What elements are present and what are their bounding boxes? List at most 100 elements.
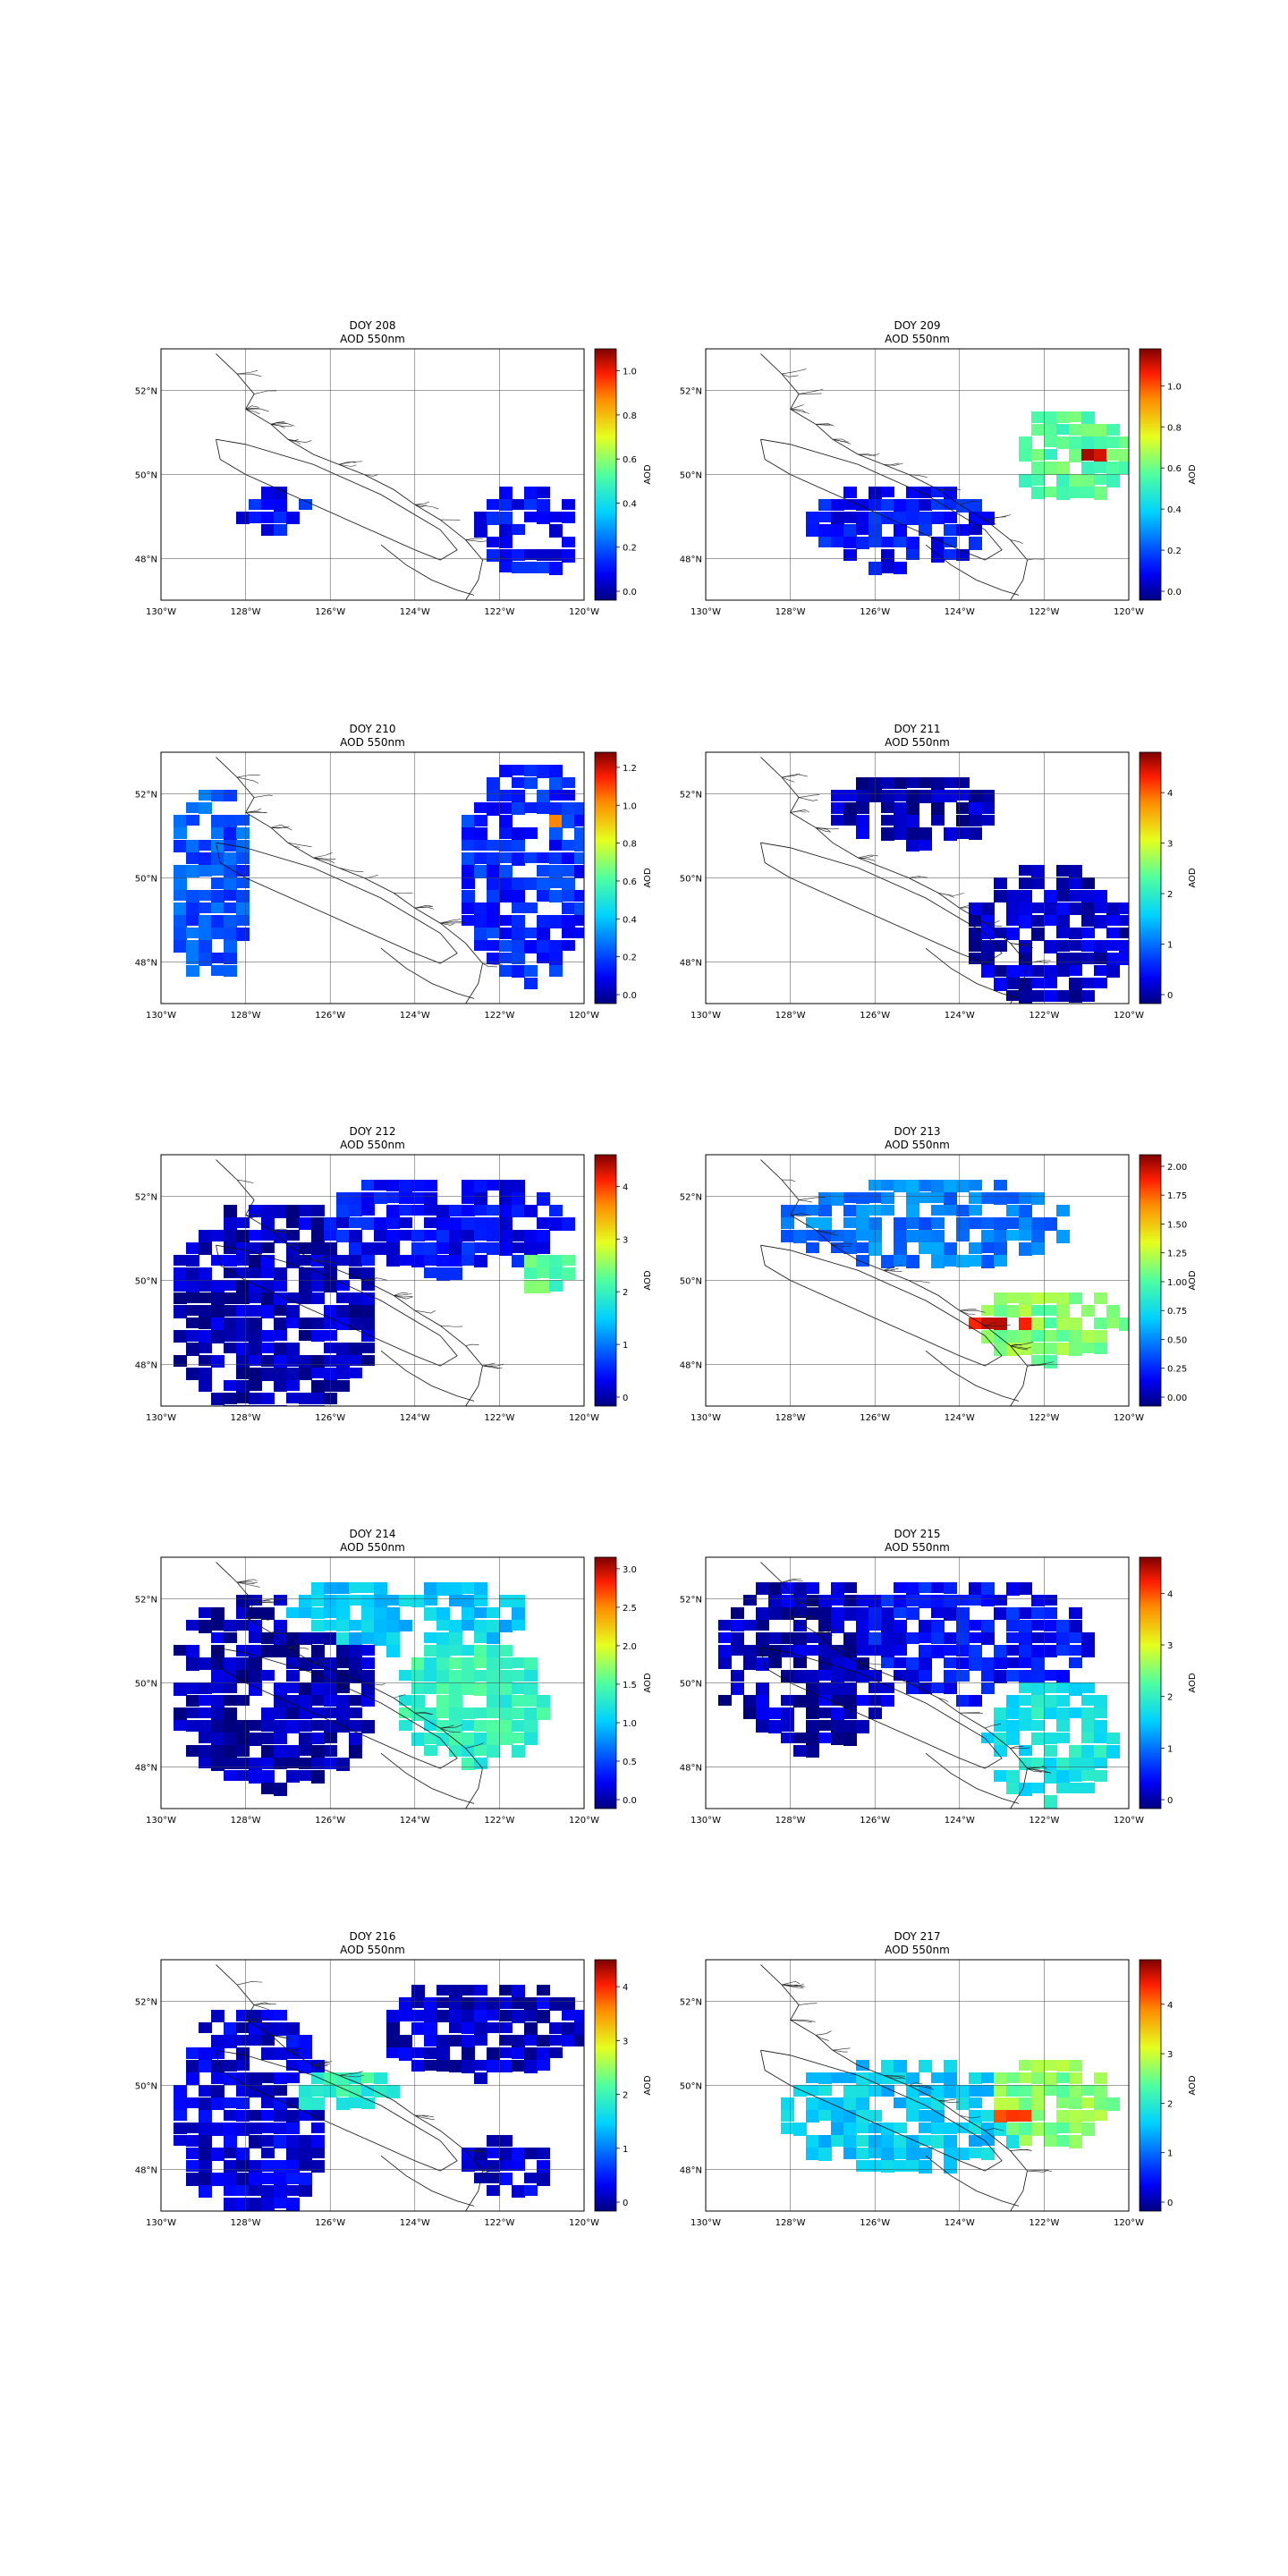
colorbar-tick-label: 0 [623, 2199, 628, 2208]
colorbar-tick-label: 1.0 [1167, 382, 1182, 392]
colorbar-tick-label: 1.0 [623, 1719, 637, 1729]
colorbar-label: AOD [1188, 2075, 1198, 2096]
panel-title: DOY 208 [349, 319, 395, 332]
olympic-peninsula-coastline [380, 1752, 475, 1804]
colorbar-tick-label: 1 [1167, 2149, 1173, 2159]
lat-tick-label: 52°N [135, 1997, 157, 2007]
colorbar-tick-label: 4 [1167, 2001, 1173, 2011]
colorbar-label: AOD [643, 1673, 653, 1693]
olympic-peninsula-coastline [380, 1350, 475, 1402]
panel-title: DOY 211 [894, 723, 940, 735]
lat-tick-label: 50°N [680, 1680, 702, 1690]
lon-tick-label: 130°W [146, 1011, 176, 1021]
colorbar-tick-label: 2 [1167, 1693, 1173, 1703]
aod-raster [760, 1964, 1120, 2211]
lon-tick-label: 126°W [860, 1413, 890, 1423]
lon-tick-label: 126°W [860, 1816, 890, 1826]
lon-tick-label: 126°W [860, 607, 890, 617]
panel-title: DOY 216 [349, 1930, 395, 1943]
lat-tick-label: 48°N [135, 1361, 157, 1371]
colorbar-tick-label: 0.8 [623, 411, 637, 421]
colorbar-label: AOD [643, 464, 653, 485]
aod-raster [760, 353, 1129, 600]
colorbar-tick-label: 3 [1167, 1641, 1173, 1651]
aod-raster [174, 1964, 584, 2211]
lon-tick-label: 122°W [1029, 1816, 1059, 1826]
lon-tick-label: 124°W [945, 1011, 975, 1021]
lon-tick-label: 126°W [315, 1816, 345, 1826]
lon-tick-label: 120°W [569, 2218, 599, 2228]
colorbar-tick-label: 0 [1167, 991, 1173, 1001]
colorbar-tick-label: 0.6 [1167, 464, 1182, 474]
colorbar-tick-label: 3.0 [623, 1565, 637, 1575]
olympic-peninsula-coastline [925, 544, 1020, 596]
colorbar-tick-label: 1.75 [1167, 1191, 1187, 1201]
colorbar-tick-label: 1.0 [623, 368, 637, 377]
lon-tick-label: 128°W [775, 2218, 806, 2228]
colorbar-label: AOD [643, 868, 653, 888]
mainland-coastline [216, 757, 483, 1004]
colorbar-tick-label: 4 [623, 1182, 628, 1192]
lat-tick-label: 52°N [135, 790, 157, 800]
olympic-peninsula-coastline [380, 544, 475, 596]
colorbar-label: AOD [643, 2075, 653, 2096]
colorbar-tick-label: 4 [1167, 789, 1173, 799]
colorbar-label: AOD [1188, 464, 1198, 485]
colorbar-tick-label: 0.6 [623, 877, 637, 887]
colorbar-tick-label: 3 [623, 2037, 628, 2046]
colorbar-tick-label: 3 [623, 1235, 628, 1245]
lon-tick-label: 120°W [1114, 1816, 1144, 1826]
colorbar-tick-label: 0.2 [623, 544, 637, 554]
colorbar-tick-label: 1.25 [1167, 1250, 1187, 1259]
aod-raster [174, 1562, 550, 1809]
panel-subtitle: AOD 550nm [340, 1139, 405, 1151]
colorbar-tick-label: 1 [1167, 941, 1173, 951]
lon-tick-label: 126°W [315, 2218, 345, 2228]
olympic-peninsula-coastline [925, 2155, 1020, 2207]
lon-tick-label: 122°W [484, 1413, 514, 1423]
colorbar-tick-label: 1 [1167, 1744, 1173, 1754]
lat-tick-label: 48°N [680, 1764, 702, 1774]
lon-tick-label: 130°W [146, 2218, 176, 2228]
panel-subtitle: AOD 550nm [885, 333, 950, 345]
panel-subtitle: AOD 550nm [885, 1944, 950, 1956]
colorbar-tick-label: 2.5 [623, 1604, 637, 1614]
colorbar-tick-label: 0 [623, 1394, 628, 1403]
vancouver-island-coastline [760, 1647, 1003, 1769]
colorbar-tick-label: 0.8 [1167, 423, 1182, 433]
lon-tick-label: 120°W [569, 1011, 599, 1021]
vancouver-island-coastline [760, 2049, 1003, 2172]
colorbar-tick-label: 2 [623, 2091, 628, 2101]
colorbar-tick-label: 1.50 [1167, 1220, 1187, 1230]
colorbar [594, 1154, 617, 1407]
lon-tick-label: 120°W [1114, 607, 1144, 617]
colorbar [1139, 751, 1162, 1004]
colorbar-tick-label: 3 [1167, 840, 1173, 850]
lat-tick-label: 52°N [680, 1595, 702, 1605]
colorbar-tick-label: 2.0 [623, 1642, 637, 1652]
colorbar-tick-label: 0 [1167, 2199, 1173, 2208]
vancouver-island-coastline [216, 2049, 458, 2172]
lat-tick-label: 50°N [680, 2082, 702, 2092]
colorbar [1139, 1556, 1162, 1809]
lon-tick-label: 120°W [569, 1413, 599, 1423]
mainland-coastline [760, 757, 1028, 1004]
lon-tick-label: 122°W [484, 2218, 514, 2228]
lon-tick-label: 124°W [945, 1413, 975, 1423]
aod-raster [174, 757, 584, 1004]
colorbar-tick-label: 0.00 [1167, 1394, 1187, 1403]
colorbar-tick-label: 0.0 [623, 1796, 637, 1806]
mainland-coastline [216, 353, 483, 600]
lon-tick-label: 130°W [691, 1816, 721, 1826]
lon-tick-label: 130°W [146, 607, 176, 617]
lon-tick-label: 130°W [691, 607, 721, 617]
colorbar [594, 751, 617, 1004]
vancouver-island-coastline [216, 1244, 458, 1367]
lon-tick-label: 130°W [146, 1816, 176, 1826]
colorbar-label: AOD [643, 1270, 653, 1291]
mainland-coastline [216, 1964, 483, 2211]
lat-tick-label: 48°N [135, 959, 157, 969]
